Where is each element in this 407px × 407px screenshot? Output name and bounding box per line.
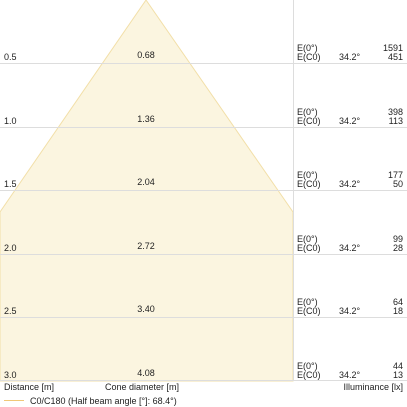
ec0-value: 13 xyxy=(392,370,403,380)
ec0-value: 50 xyxy=(392,179,403,189)
ec0-label: E(C0) xyxy=(297,306,321,316)
e0-value: 44 xyxy=(392,361,403,371)
e0-label: E(0°) xyxy=(297,234,318,244)
e0-label: E(0°) xyxy=(297,170,318,180)
half-angle-label: 34.2° xyxy=(339,306,361,316)
half-angle-label: 34.2° xyxy=(339,370,361,380)
ec0-value: 451 xyxy=(387,52,403,62)
cone-diameter-label: 2.72 xyxy=(137,241,155,251)
e0-label: E(0°) xyxy=(297,107,318,117)
distance-label: 2.5 xyxy=(4,306,17,316)
e0-value: 64 xyxy=(392,297,403,307)
ec0-label: E(C0) xyxy=(297,52,321,62)
half-angle-label: 34.2° xyxy=(339,116,361,126)
distance-label: 1.5 xyxy=(4,179,17,189)
e0-value: 177 xyxy=(387,170,403,180)
ec0-label: E(C0) xyxy=(297,243,321,253)
ec0-label: E(C0) xyxy=(297,179,321,189)
half-angle-label: 34.2° xyxy=(339,179,361,189)
cone-diameter-label: 4.08 xyxy=(137,368,155,378)
ec0-value: 28 xyxy=(392,243,403,253)
distance-label: 2.0 xyxy=(4,243,17,253)
distance-label: 3.0 xyxy=(4,370,17,380)
distance-label: 1.0 xyxy=(4,116,17,126)
beam-angle-legend: C0/C180 (Half beam angle [°]: 68.4°) xyxy=(30,396,177,406)
cone-diameter-label: 3.40 xyxy=(137,304,155,314)
illuminance-axis-label: Illuminance [lx] xyxy=(343,382,403,392)
ec0-label: E(C0) xyxy=(297,116,321,126)
ec0-value: 113 xyxy=(388,116,403,126)
e0-value: 1591 xyxy=(382,43,403,53)
e0-label: E(0°) xyxy=(297,297,318,307)
cone-diameter-label: 2.04 xyxy=(137,177,155,187)
cone-diameter-axis-label: Cone diameter [m] xyxy=(105,382,180,392)
ec0-value: 18 xyxy=(392,306,403,316)
distance-label: 0.5 xyxy=(4,52,17,62)
e0-value: 99 xyxy=(392,234,403,244)
distance-axis-label: Distance [m] xyxy=(4,382,55,392)
e0-value: 398 xyxy=(387,107,403,117)
ec0-label: E(C0) xyxy=(297,370,321,380)
e0-label: E(0°) xyxy=(297,361,318,371)
half-angle-label: 34.2° xyxy=(339,243,361,253)
half-angle-label: 34.2° xyxy=(339,52,361,62)
e0-label: E(0°) xyxy=(297,43,318,53)
cone-diameter-label: 0.68 xyxy=(137,50,155,60)
cone-diameter-label: 1.36 xyxy=(137,114,155,124)
